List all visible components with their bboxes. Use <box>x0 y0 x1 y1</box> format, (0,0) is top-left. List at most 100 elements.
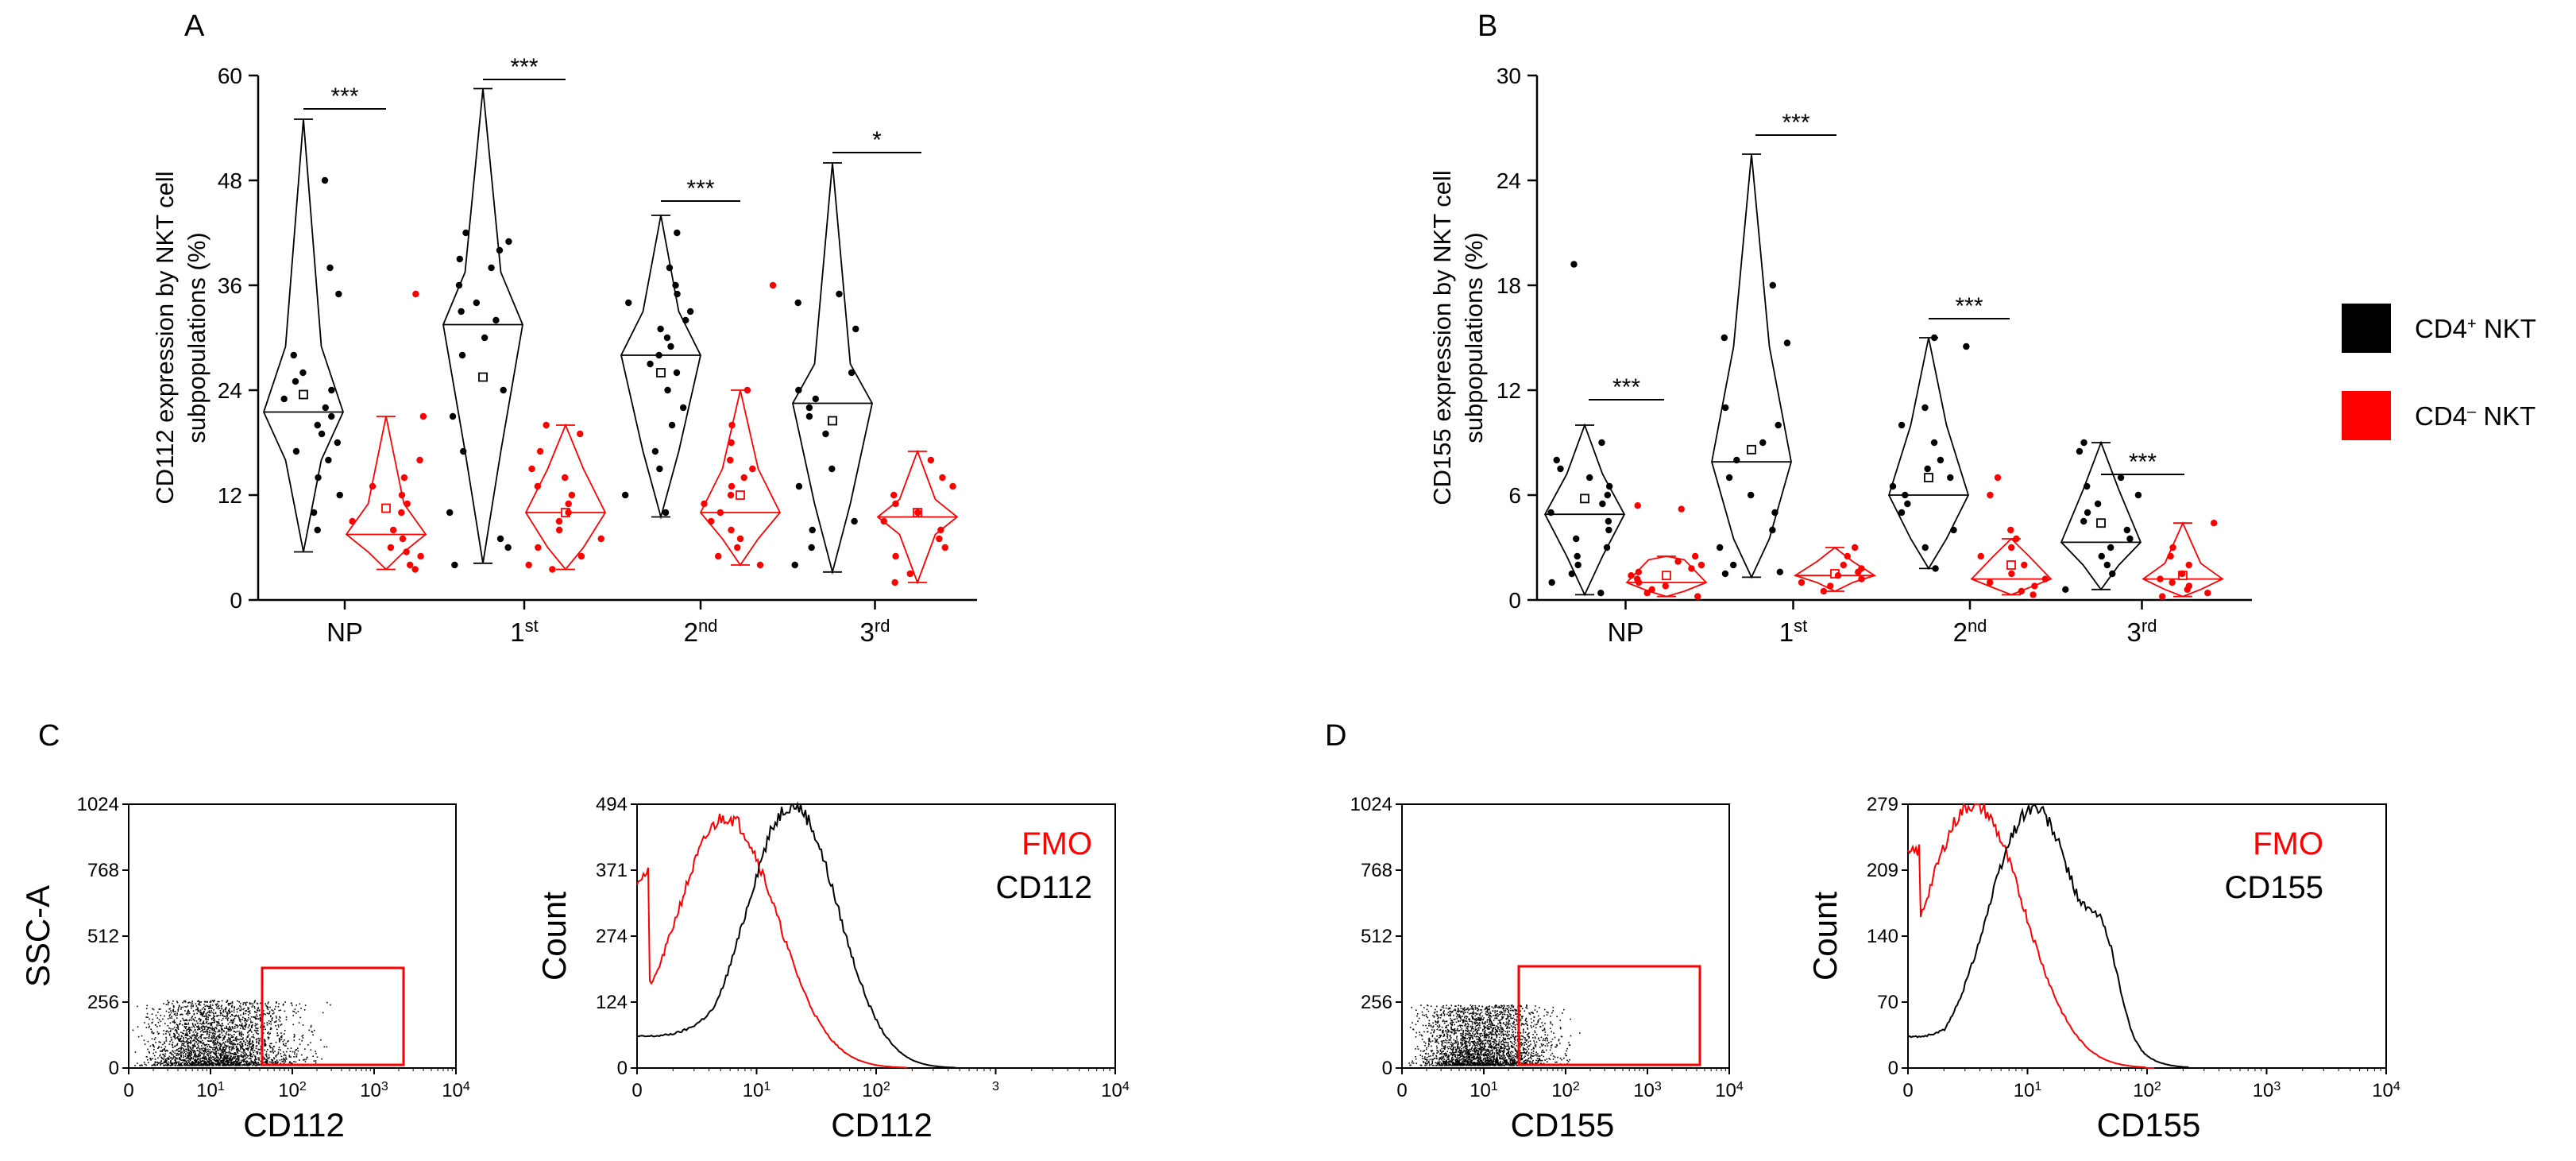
event-dot <box>184 1055 187 1058</box>
data-point <box>2159 593 2166 600</box>
panel-c-histogram-y-tick-label: 494 <box>596 794 628 815</box>
event-dot <box>295 1053 298 1055</box>
event-dot <box>160 1050 162 1052</box>
event-dot <box>224 1016 226 1017</box>
event-dot <box>249 1012 251 1014</box>
data-point <box>2094 500 2102 508</box>
event-dot <box>234 1031 237 1033</box>
event-dot <box>249 1040 251 1043</box>
event-dot <box>171 1016 172 1017</box>
data-point <box>736 535 744 543</box>
event-dot <box>241 1055 242 1057</box>
event-dot <box>156 1063 159 1066</box>
event-dot <box>236 1050 238 1051</box>
event-dot <box>235 1015 238 1017</box>
event-dot <box>216 1016 218 1017</box>
event-dot <box>1483 1036 1485 1039</box>
event-dot <box>191 1056 192 1058</box>
event-dot <box>257 1010 259 1012</box>
event-dot <box>321 1058 322 1060</box>
event-dot <box>326 1001 328 1004</box>
data-point <box>728 439 735 447</box>
event-dot <box>1535 1041 1538 1043</box>
event-dot <box>273 1046 275 1047</box>
event-dot <box>222 1024 224 1027</box>
event-dot <box>251 1043 253 1045</box>
data-point <box>1553 456 1560 464</box>
event-dot <box>312 1034 314 1036</box>
event-dot <box>1472 1017 1473 1019</box>
event-dot <box>238 1059 240 1062</box>
event-dot <box>200 1035 202 1038</box>
event-dot <box>199 1042 202 1043</box>
event-dot <box>206 1054 208 1056</box>
event-dot <box>1451 1021 1453 1024</box>
event-dot <box>1524 1051 1526 1053</box>
event-dot <box>303 1058 305 1061</box>
event-dot <box>259 1020 261 1022</box>
event-dot <box>1516 1020 1518 1022</box>
event-dot <box>1464 1064 1466 1066</box>
event-dot <box>266 1005 268 1008</box>
event-dot <box>1506 1030 1508 1032</box>
event-dot <box>1540 1062 1542 1064</box>
event-dot <box>1467 1029 1470 1031</box>
data-point <box>398 509 405 517</box>
event-dot <box>1474 1063 1476 1066</box>
data-point <box>1840 561 1848 569</box>
event-dot <box>228 1002 230 1004</box>
data-point <box>749 465 756 473</box>
event-dot <box>206 1061 208 1063</box>
data-point <box>2007 526 2014 534</box>
event-dot <box>1501 1063 1503 1066</box>
data-point <box>663 334 671 342</box>
event-dot <box>153 1046 155 1048</box>
event-dot <box>1489 1012 1492 1015</box>
event-dot <box>1475 1024 1477 1027</box>
event-dot <box>1468 1036 1470 1039</box>
event-dot <box>283 1051 284 1053</box>
event-dot <box>272 1052 275 1054</box>
event-dot <box>283 1043 284 1045</box>
event-dot <box>1500 1058 1503 1059</box>
event-dot <box>1520 1024 1523 1026</box>
event-dot <box>163 1054 164 1055</box>
legend: CD4+ NKT CD4– NKT <box>2342 304 2536 440</box>
event-dot <box>184 1024 187 1025</box>
event-dot <box>228 1039 230 1041</box>
event-dot <box>203 1062 205 1065</box>
event-dot <box>1484 1055 1486 1056</box>
tick-exponent: 4 <box>463 1080 470 1093</box>
event-dot <box>1470 1035 1473 1037</box>
event-dot <box>195 1062 197 1063</box>
event-dot <box>234 1052 237 1055</box>
event-dot <box>190 1036 191 1039</box>
event-dot <box>196 1012 198 1015</box>
event-dot <box>1535 1033 1538 1035</box>
event-dot <box>154 1061 156 1063</box>
event-dot <box>237 1059 239 1062</box>
data-point <box>2062 586 2069 593</box>
panel-b-x-tick-label: 1st <box>1779 616 1807 648</box>
event-dot <box>199 1031 202 1033</box>
event-dot <box>1526 1005 1527 1007</box>
event-dot <box>1467 1056 1470 1058</box>
tick-exponent: 2 <box>299 1080 307 1093</box>
event-dot <box>1489 1059 1490 1062</box>
event-dot <box>222 1053 224 1055</box>
event-dot <box>256 1016 258 1018</box>
event-dot <box>238 1015 240 1016</box>
event-dot <box>237 1058 238 1060</box>
event-dot <box>1535 1051 1538 1053</box>
event-dot <box>1451 1024 1453 1027</box>
event-dot <box>141 1035 143 1037</box>
event-dot <box>1523 1051 1525 1054</box>
event-dot <box>1521 1062 1523 1064</box>
event-dot <box>183 1051 185 1053</box>
event-dot <box>1485 1058 1487 1061</box>
event-dot <box>255 1018 257 1020</box>
event-dot <box>196 1059 198 1062</box>
event-dot <box>1562 1012 1563 1014</box>
event-dot <box>180 1037 182 1039</box>
data-point <box>728 482 736 490</box>
